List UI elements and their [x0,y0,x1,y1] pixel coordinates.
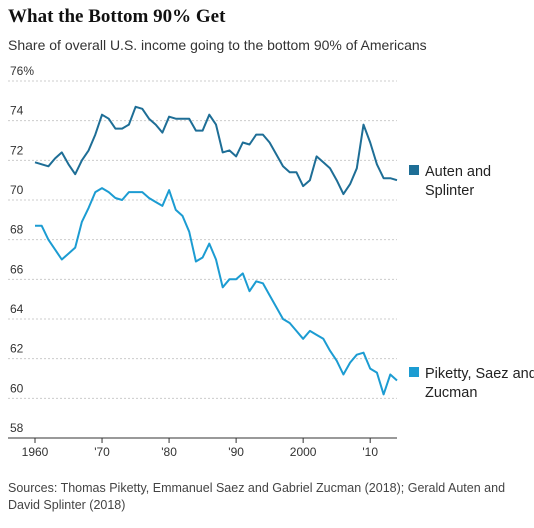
y-tick-label: 66 [10,262,24,276]
gridlines [8,80,397,399]
y-tick-label: 60 [10,381,24,395]
chart-subtitle: Share of overall U.S. income going to th… [8,37,427,53]
legend-label: Splinter [425,183,474,199]
source-note: Sources: Thomas Piketty, Emmanuel Saez a… [8,481,506,512]
x-tick-label: '10 [362,445,378,459]
legend-label: Auten and [425,164,491,180]
chart-title: What the Bottom 90% Get [8,6,226,27]
series-lines [34,105,398,396]
y-axis-tick-labels: 58 60 62 64 66 68 70 72 74 76% [10,64,34,435]
x-tick-label: 2000 [290,445,317,459]
x-axis: 1960 '70 '80 '90 2000 '10 [8,437,397,459]
series-line-piketty [35,187,398,396]
y-tick-label: 62 [10,342,24,356]
y-tick-label: 68 [10,223,24,237]
x-tick-label: '70 [94,445,110,459]
x-tick-label: 1960 [22,445,49,459]
y-tick-label: 76% [10,64,34,78]
x-tick-label: '80 [161,445,177,459]
legend-swatch [409,367,419,377]
series-line-auten [34,105,398,196]
legend-label: Zucman [425,385,477,401]
y-tick-label: 72 [10,143,24,157]
y-tick-label: 64 [10,302,24,316]
legend-label: Piketty, Saez and [425,366,534,382]
x-tick-label: '90 [228,445,244,459]
line-chart: 58 60 62 64 66 68 70 72 74 76% 1960 '70 '80 '90 2000 '… [8,64,534,459]
legend: Auten and Splinter Piketty, Saez and Zucman [409,164,534,401]
y-tick-label: 70 [10,183,24,197]
y-tick-label: 58 [10,421,24,435]
legend-swatch [409,165,419,175]
y-tick-label: 74 [10,104,24,118]
